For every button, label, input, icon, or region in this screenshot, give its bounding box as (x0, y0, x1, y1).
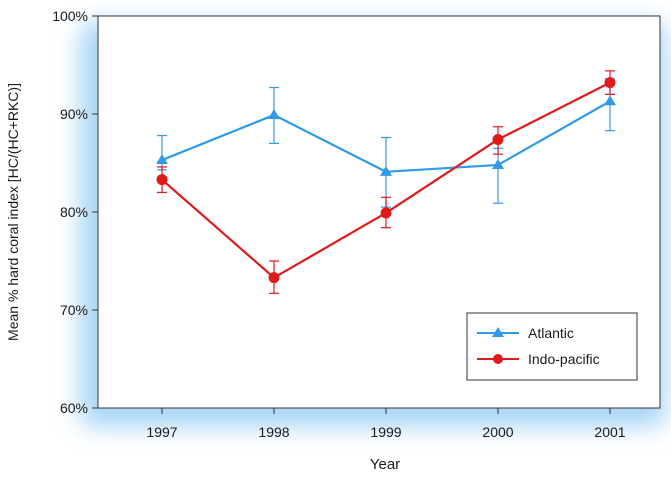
data-point-indo-pacific (492, 133, 504, 145)
data-point-indo-pacific (380, 207, 392, 219)
data-point-indo-pacific (268, 272, 280, 284)
legend: Atlantic Indo-pacific (466, 312, 638, 381)
y-tick-labels: 60% 70% 80% 90% 100% (52, 8, 88, 416)
data-point-indo-pacific (156, 174, 168, 186)
series-layer (156, 70, 616, 294)
x-tick-label: 1997 (146, 424, 177, 440)
data-point-atlantic (268, 108, 280, 119)
data-point-indo-pacific (604, 77, 616, 89)
y-tick-label: 60% (60, 400, 88, 416)
y-tick-label: 90% (60, 106, 88, 122)
x-tick-label: 2001 (594, 424, 625, 440)
y-tick-label: 80% (60, 204, 88, 220)
data-point-atlantic (492, 158, 504, 169)
y-tick-label: 100% (52, 8, 88, 24)
x-tick-label: 2000 (482, 424, 513, 440)
axis-ticks (92, 15, 611, 414)
series-indo-pacific (156, 70, 616, 294)
y-axis-title: Mean % hard coral index [HC/(HC+RKC)] (5, 83, 21, 341)
x-tick-labels: 1997 1998 1999 2000 2001 (146, 424, 625, 440)
y-tick-label: 70% (60, 302, 88, 318)
data-point-atlantic (604, 95, 616, 106)
x-tick-label: 1998 (258, 424, 289, 440)
legend-label-indo-pacific: Indo-pacific (528, 351, 600, 367)
data-point-atlantic (380, 165, 392, 176)
legend-triangle-marker-icon (492, 327, 504, 337)
x-tick-label: 1999 (370, 424, 401, 440)
x-axis-title: Year (370, 456, 400, 473)
data-point-atlantic (156, 154, 168, 165)
legend-label-atlantic: Atlantic (528, 325, 574, 341)
series-atlantic (156, 78, 616, 208)
legend-box (466, 312, 638, 381)
legend-circle-marker-icon (493, 354, 503, 364)
